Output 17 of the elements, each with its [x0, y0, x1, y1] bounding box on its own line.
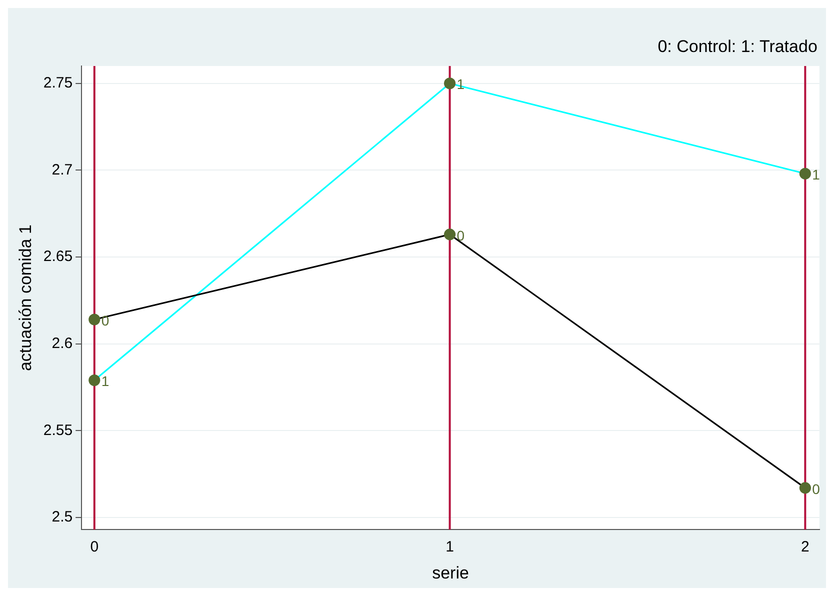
y-tick-label: 2.5 [52, 508, 73, 526]
annotation: 0 [456, 227, 465, 244]
annotation: 1 [812, 166, 820, 183]
annotation: 0 [101, 312, 110, 328]
y-tick-label: 2.7 [52, 161, 73, 178]
x-tick-label: 1 [446, 538, 454, 556]
x-tick-label: 0 [90, 538, 99, 556]
annotation: 0 [812, 480, 820, 497]
x-tick-label: 2 [801, 538, 810, 556]
y-tick-label: 2.75 [43, 74, 73, 92]
y-tick-label: 2.6 [52, 334, 73, 352]
y-axis-title: actuación comida 1 [16, 224, 35, 372]
annotation: 1 [101, 373, 110, 390]
text: 0: Control: 1: Tratado [658, 37, 818, 56]
x-axis-title: serie [432, 563, 469, 582]
y-tick-label: 2.65 [43, 248, 73, 266]
y-tick-label: 2.55 [43, 422, 73, 439]
